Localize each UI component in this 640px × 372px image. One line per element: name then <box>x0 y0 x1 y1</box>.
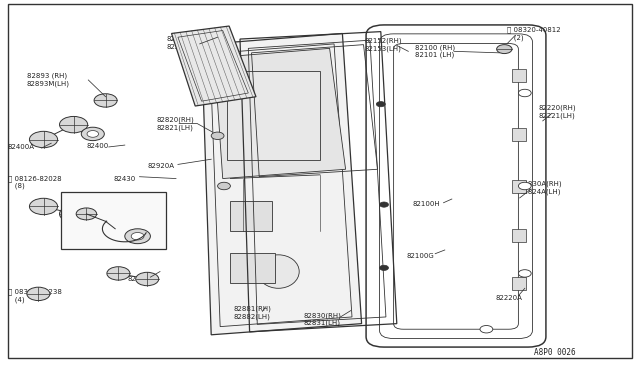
Bar <box>512 128 526 141</box>
Bar <box>227 71 320 160</box>
Bar <box>512 277 526 290</box>
Text: 82100H: 82100H <box>413 201 440 207</box>
Bar <box>512 69 526 82</box>
Circle shape <box>81 127 104 141</box>
Bar <box>512 229 526 242</box>
Text: 82400A: 82400A <box>8 144 35 150</box>
Circle shape <box>29 131 58 148</box>
Circle shape <box>60 116 88 133</box>
Text: 82220A: 82220A <box>496 295 523 301</box>
Text: Ⓑ 08126-82028
   (8): Ⓑ 08126-82028 (8) <box>8 175 61 189</box>
Text: 82400: 82400 <box>86 143 109 149</box>
Text: 82100G: 82100G <box>406 253 434 259</box>
Text: 82100 (RH)
82101 (LH): 82100 (RH) 82101 (LH) <box>415 44 455 58</box>
Text: 82920A: 82920A <box>147 163 174 169</box>
Circle shape <box>380 202 388 207</box>
Bar <box>230 201 272 231</box>
Text: 82420: 82420 <box>128 276 150 282</box>
Circle shape <box>131 232 144 240</box>
Circle shape <box>125 229 150 244</box>
Polygon shape <box>214 48 346 179</box>
Text: A8P0 0026: A8P0 0026 <box>534 348 576 357</box>
Circle shape <box>29 198 58 215</box>
Circle shape <box>376 102 385 107</box>
Circle shape <box>518 182 531 190</box>
Bar <box>512 180 526 193</box>
Text: 82280(RH)
82281(LH): 82280(RH) 82281(LH) <box>166 36 204 50</box>
Text: 82820(RH)
82821(LH): 82820(RH) 82821(LH) <box>157 116 195 131</box>
Text: 82881(RH)
82882(LH): 82881(RH) 82882(LH) <box>234 305 271 320</box>
Text: Ⓢ 08363-61238
   (4): Ⓢ 08363-61238 (4) <box>8 289 61 303</box>
Circle shape <box>380 265 388 270</box>
Polygon shape <box>172 26 256 106</box>
Polygon shape <box>202 33 362 335</box>
Circle shape <box>480 326 493 333</box>
Text: 82830A(RH)
82824A(LH): 82830A(RH) 82824A(LH) <box>520 181 563 195</box>
Circle shape <box>518 89 531 97</box>
Circle shape <box>87 131 99 137</box>
Circle shape <box>27 287 50 301</box>
Bar <box>61 192 166 249</box>
Circle shape <box>87 214 99 221</box>
Text: 82220(RH)
82221(LH): 82220(RH) 82221(LH) <box>539 105 577 119</box>
Circle shape <box>211 132 224 140</box>
Circle shape <box>218 182 230 190</box>
Circle shape <box>76 208 97 220</box>
Text: 82410A 82100N: 82410A 82100N <box>63 202 120 208</box>
Circle shape <box>518 270 531 277</box>
Text: 82152(RH)
82153(LH): 82152(RH) 82153(LH) <box>365 38 403 52</box>
Text: 82830(RH)
82831(LH): 82830(RH) 82831(LH) <box>304 312 342 326</box>
Text: 82430: 82430 <box>114 176 136 182</box>
Ellipse shape <box>257 255 300 288</box>
Text: Ⓢ 08320-40812
   (2): Ⓢ 08320-40812 (2) <box>507 26 561 41</box>
Circle shape <box>497 45 512 54</box>
Circle shape <box>81 211 104 224</box>
Circle shape <box>107 267 130 280</box>
Circle shape <box>94 94 117 107</box>
Circle shape <box>136 272 159 286</box>
Bar <box>230 253 275 283</box>
Text: 82893 (RH)
82893M(LH): 82893 (RH) 82893M(LH) <box>27 73 70 87</box>
Circle shape <box>60 206 88 222</box>
